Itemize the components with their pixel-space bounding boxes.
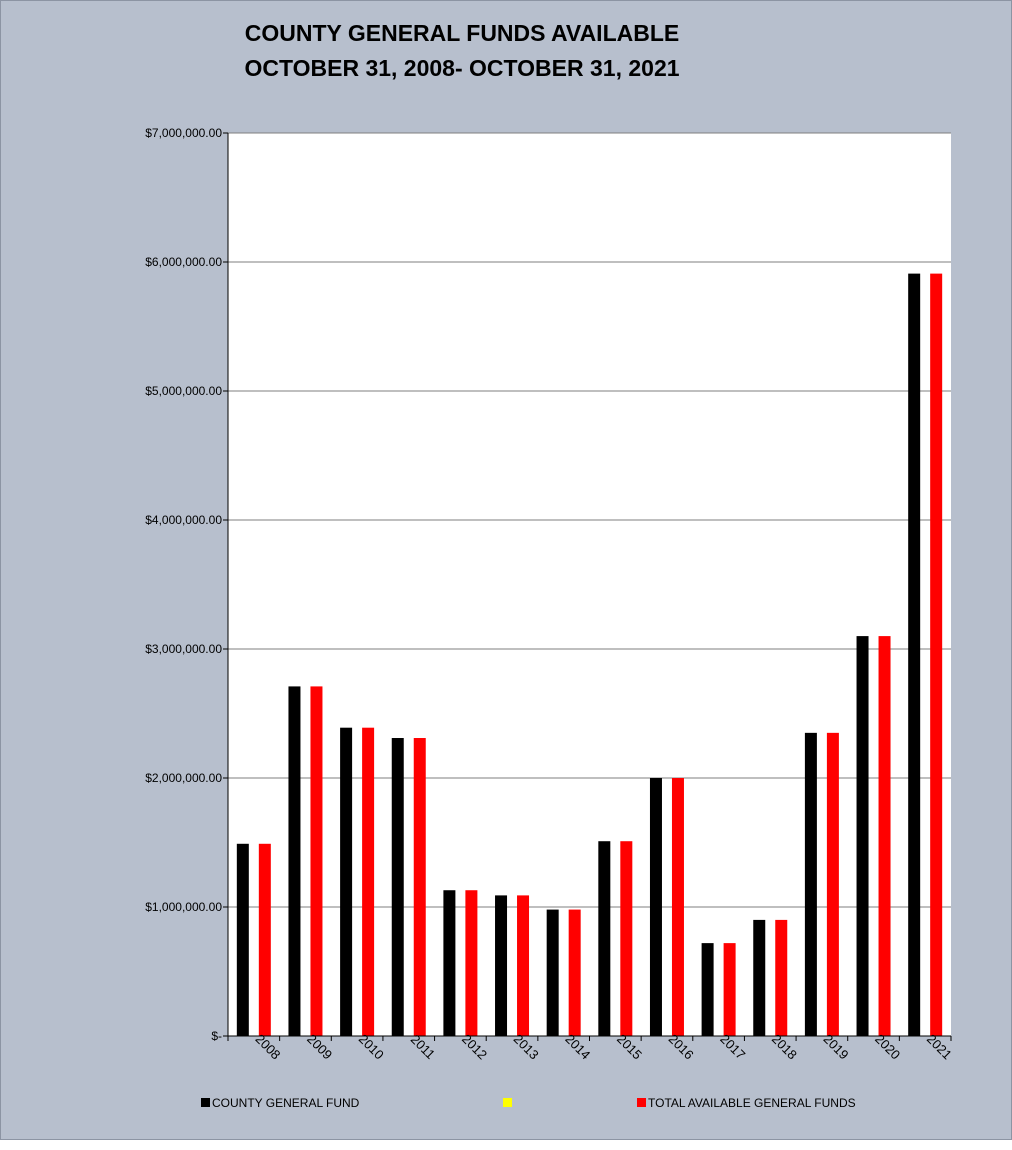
- bar-county-general-fund-2019: [804, 732, 817, 1036]
- bar-county-general-fund-2011: [391, 738, 404, 1036]
- bar-total-available-general-funds-2008: [258, 843, 271, 1036]
- bar-county-general-fund-2016: [649, 778, 662, 1036]
- chart-subtitle: OCTOBER 31, 2008- OCTOBER 31, 2021: [244, 55, 679, 81]
- bar-county-general-fund-2009: [288, 686, 301, 1036]
- legend-label: TOTAL AVAILABLE GENERAL FUNDS: [648, 1096, 856, 1110]
- bar-total-available-general-funds-2016: [671, 778, 684, 1036]
- y-tick-label: $5,000,000.00: [145, 384, 222, 398]
- bar-county-general-fund-2012: [443, 890, 456, 1036]
- bar-total-available-general-funds-2010: [362, 727, 375, 1036]
- bar-total-available-general-funds-2019: [826, 732, 839, 1036]
- bar-total-available-general-funds-2013: [517, 895, 530, 1036]
- legend-swatch: [637, 1098, 646, 1107]
- y-tick-label: $6,000,000.00: [145, 255, 222, 269]
- bar-total-available-general-funds-2012: [465, 890, 478, 1036]
- bar-county-general-fund-2014: [546, 909, 559, 1036]
- y-tick-label: $7,000,000.00: [145, 126, 222, 140]
- bar-county-general-fund-2015: [598, 841, 611, 1036]
- y-tick-label: $1,000,000.00: [145, 900, 222, 914]
- bar-county-general-fund-2010: [340, 727, 353, 1036]
- legend: COUNTY GENERAL FUND TOTAL AVAILABLE GENER…: [201, 1096, 856, 1110]
- bar-county-general-fund-2020: [856, 636, 869, 1036]
- bar-total-available-general-funds-2011: [413, 738, 426, 1036]
- bar-county-general-fund-2008: [236, 843, 249, 1036]
- legend-swatch: [201, 1098, 210, 1107]
- bar-total-available-general-funds-2017: [723, 943, 736, 1036]
- y-tick-label: $2,000,000.00: [145, 771, 222, 785]
- bar-county-general-fund-2018: [753, 919, 766, 1036]
- bar-total-available-general-funds-2015: [620, 841, 633, 1036]
- plot-area: [228, 133, 951, 1036]
- y-axis-ticks: $- $1,000,000.00 $2,000,000.00 $3,000,000.0…: [145, 126, 228, 1043]
- chart-title: COUNTY GENERAL FUNDS AVAILABLE: [245, 20, 679, 46]
- bar-total-available-general-funds-2021: [930, 273, 943, 1036]
- bar-total-available-general-funds-2020: [878, 636, 891, 1036]
- bar-total-available-general-funds-2009: [310, 686, 323, 1036]
- bars: [236, 273, 943, 1036]
- bar-county-general-fund-2021: [908, 273, 921, 1036]
- legend-label: COUNTY GENERAL FUND: [212, 1096, 360, 1110]
- y-tick-label: $-: [211, 1029, 222, 1043]
- bar-total-available-general-funds-2014: [568, 909, 581, 1036]
- y-tick-label: $3,000,000.00: [145, 642, 222, 656]
- y-tick-label: $4,000,000.00: [145, 513, 222, 527]
- bar-county-general-fund-2013: [495, 895, 508, 1036]
- legend-swatch: [503, 1098, 512, 1107]
- bar-total-available-general-funds-2018: [775, 919, 788, 1036]
- bar-county-general-fund-2017: [701, 943, 714, 1036]
